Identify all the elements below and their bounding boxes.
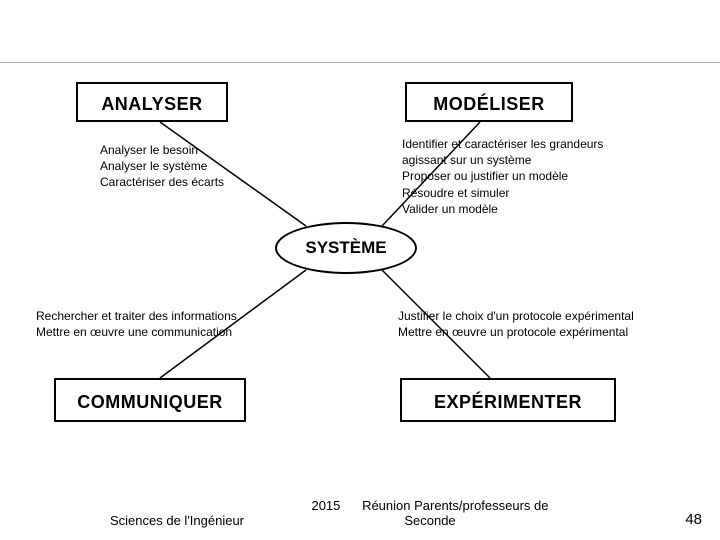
desc-line: Caractériser des écarts bbox=[100, 174, 224, 190]
node-label: ANALYSER bbox=[101, 94, 202, 114]
footer-text2: Seconde bbox=[404, 513, 455, 528]
desc-line: Mettre en œuvre un protocole expérimenta… bbox=[398, 324, 634, 340]
desc-line: Résoudre et simuler bbox=[402, 185, 603, 201]
desc-line: Rechercher et traiter des informations bbox=[36, 308, 237, 324]
desc-line: Proposer ou justifier un modèle bbox=[402, 168, 603, 184]
node-label: MODÉLISER bbox=[433, 94, 545, 114]
desc-line: agissant sur un système bbox=[402, 152, 603, 168]
node-label: EXPÉRIMENTER bbox=[434, 392, 582, 412]
diagram-canvas: ANALYSER MODÉLISER COMMUNIQUER EXPÉRIMEN… bbox=[0, 0, 720, 540]
desc-line: Mettre en œuvre une communication bbox=[36, 324, 237, 340]
top-divider bbox=[0, 62, 720, 63]
footer-year: 2015 bbox=[311, 498, 340, 513]
desc-line: Analyser le système bbox=[100, 158, 224, 174]
desc-line: Valider un modèle bbox=[402, 201, 603, 217]
footer-text: Réunion Parents/professeurs de bbox=[362, 498, 548, 513]
footer-page-number: 48 bbox=[685, 511, 702, 528]
footer-mid: 2015 Réunion Parents/professeurs de Seco… bbox=[300, 498, 560, 528]
desc-communiquer: Rechercher et traiter des informationsMe… bbox=[36, 308, 237, 340]
node-experimenter: EXPÉRIMENTER bbox=[400, 378, 616, 422]
footer-left: Sciences de l'Ingénieur bbox=[110, 513, 244, 528]
node-systeme: SYSTÈME bbox=[275, 222, 417, 274]
node-modeliser: MODÉLISER bbox=[405, 82, 573, 122]
desc-analyser: Analyser le besoinAnalyser le systèmeCar… bbox=[100, 142, 224, 191]
desc-line: Justifier le choix d'un protocole expéri… bbox=[398, 308, 634, 324]
desc-modeliser: Identifier et caractériser les grandeurs… bbox=[402, 136, 603, 217]
node-label: SYSTÈME bbox=[305, 238, 386, 258]
desc-experimenter: Justifier le choix d'un protocole expéri… bbox=[398, 308, 634, 340]
node-analyser: ANALYSER bbox=[76, 82, 228, 122]
desc-line: Identifier et caractériser les grandeurs bbox=[402, 136, 603, 152]
node-communiquer: COMMUNIQUER bbox=[54, 378, 246, 422]
node-label: COMMUNIQUER bbox=[77, 392, 223, 412]
desc-line: Analyser le besoin bbox=[100, 142, 224, 158]
